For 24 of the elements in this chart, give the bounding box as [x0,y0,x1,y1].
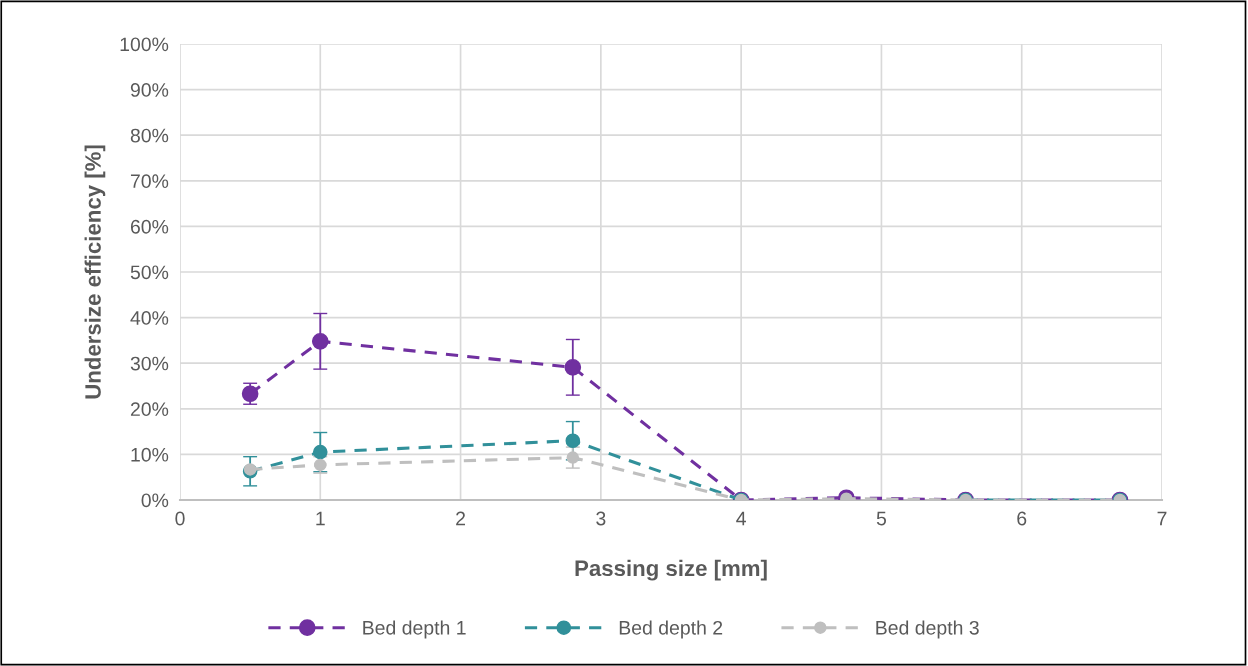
y-tick-label: 50% [130,265,169,280]
legend-label: Bed depth 1 [363,620,466,639]
y-tick-label: 90% [130,83,169,97]
x-tick-label: 5 [876,511,887,526]
x-tick-label: 1 [316,511,325,526]
y-tick-label: 70% [130,174,169,189]
y-tick-label: 10% [131,447,169,462]
y-tick-label: 60% [130,219,169,234]
x-tick-label: 3 [596,511,606,526]
legend-label: Bed depth 2 [619,620,723,639]
x-tick-label: 4 [736,511,746,526]
y-tick-label: 100% [120,37,169,52]
legend-label: Bed depth 3 [876,620,979,639]
x-tick-label: 6 [1017,511,1027,526]
y-axis-title: Undersize efficiency [%] [84,145,106,399]
y-tick-label: 20% [130,402,169,417]
y-tick-label: 0% [141,493,169,508]
y-tick-label: 40% [130,311,169,325]
x-tick-label: 7 [1157,511,1167,526]
y-tick-label: 30% [130,356,169,371]
y-tick-label: 80% [130,128,169,143]
x-tick-label: 2 [456,511,465,526]
x-axis-title: Passing size [mm] [575,559,767,581]
x-tick-label: 0 [175,511,185,526]
